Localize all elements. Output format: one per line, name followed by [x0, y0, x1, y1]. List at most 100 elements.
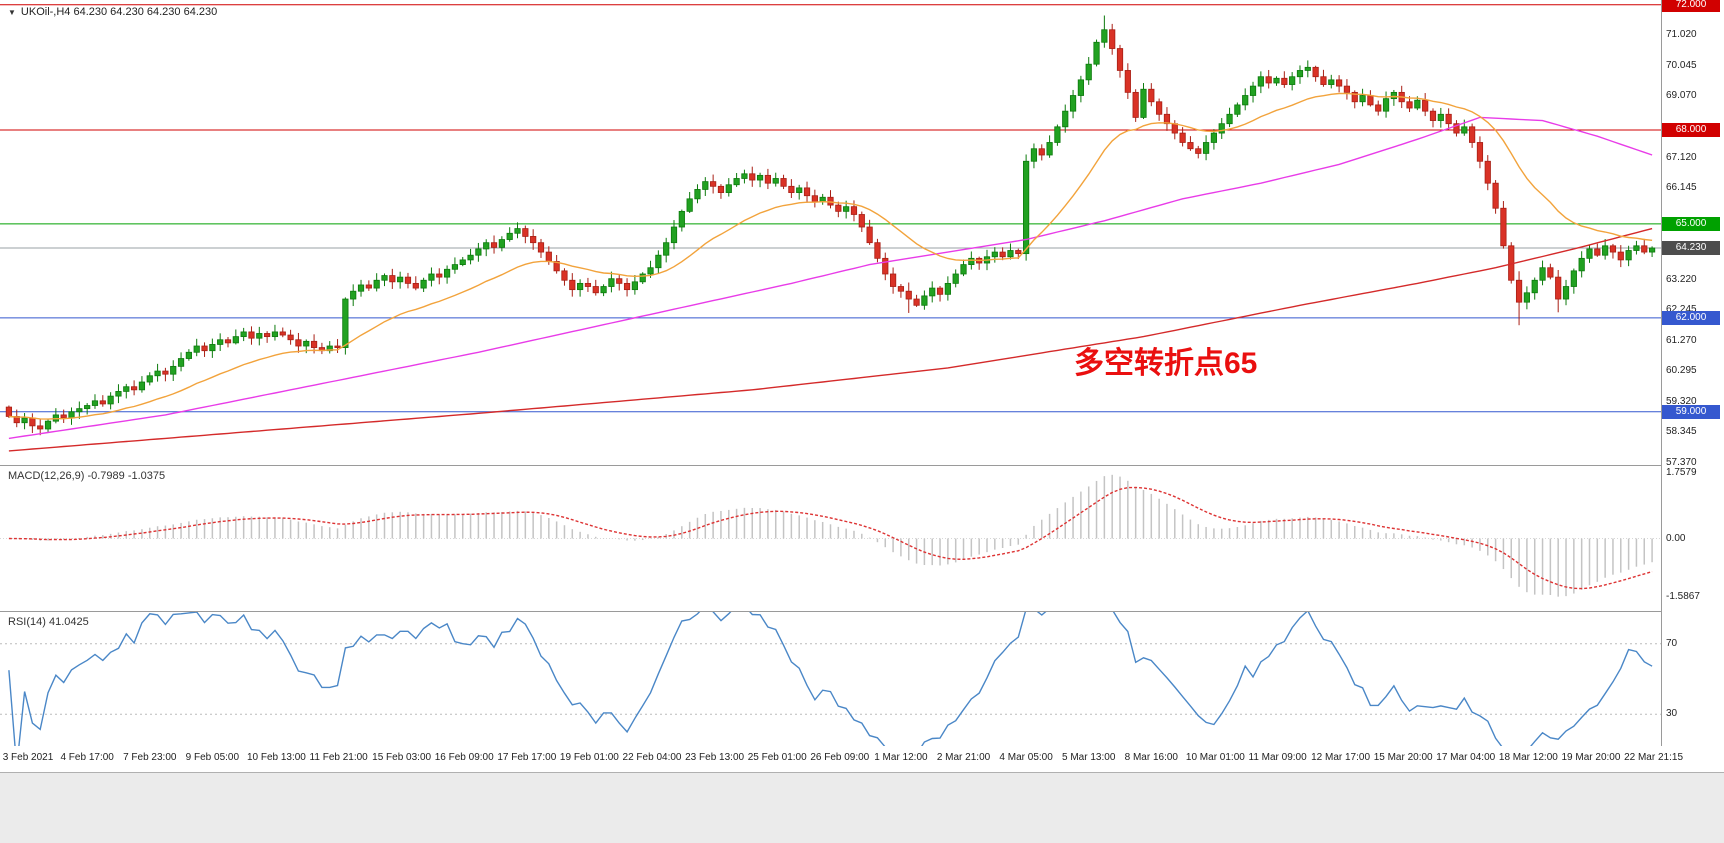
macd-indicator-label: MACD(12,26,9) -0.7989 -1.0375 — [8, 470, 166, 482]
symbol-ohlc-text: UKOil-,H4 64.230 64.230 64.230 64.230 — [20, 6, 218, 18]
candle-body — [1234, 104, 1241, 115]
pane-separator[interactable] — [0, 611, 1724, 612]
time-axis[interactable]: 3 Feb 2021 4 Feb 17:00 7 Feb 23:00 9 Feb 05… — [0, 746, 1724, 772]
price-level-badge: 65.000 — [1662, 216, 1720, 231]
time-label: 4 Mar 05:00 — [999, 752, 1053, 763]
candle-body — [678, 210, 685, 228]
price-axis-label: 60.295 — [1666, 365, 1697, 377]
candle-body — [1445, 113, 1452, 125]
candle-body — [99, 400, 106, 405]
candle-body — [717, 185, 725, 193]
candle-body — [600, 286, 607, 294]
candle-body — [1062, 110, 1069, 128]
candle-body — [1046, 142, 1053, 156]
candle-body — [201, 345, 208, 352]
candle-body — [334, 345, 341, 348]
candle-body — [702, 181, 709, 190]
candle-body — [193, 345, 200, 353]
time-label: 16 Feb 09:00 — [434, 752, 494, 763]
candle-body — [756, 174, 764, 181]
time-label: 5 Mar 13:00 — [1062, 752, 1116, 763]
candle-body — [623, 282, 631, 291]
time-label: 9 Feb 05:00 — [185, 752, 240, 763]
candle-body — [459, 259, 466, 265]
candle-body — [1578, 257, 1585, 272]
price-axis-label: 71.020 — [1666, 29, 1697, 41]
candle-body — [1625, 250, 1632, 261]
candle-body — [1484, 160, 1491, 184]
candle-body — [1547, 267, 1554, 278]
candle-body — [944, 282, 951, 295]
candle-body — [177, 358, 185, 367]
candle-body — [91, 400, 99, 406]
candle-body — [1500, 207, 1507, 247]
candle-body — [694, 189, 701, 200]
price-axis-label: 70.045 — [1666, 59, 1697, 71]
price-level-badge: 62.000 — [1662, 310, 1720, 325]
candle-body — [803, 187, 811, 197]
macd-pane[interactable] — [0, 466, 1661, 611]
candle-body — [1539, 267, 1546, 281]
candle-body — [1429, 110, 1437, 121]
candle-body — [522, 228, 529, 237]
price-chart[interactable] — [0, 0, 1661, 465]
candle-body — [592, 286, 599, 294]
candle-body — [710, 181, 717, 187]
candle-body — [741, 173, 748, 179]
pane-separator[interactable] — [0, 465, 1724, 466]
candle-body — [37, 425, 44, 430]
candle-body — [1195, 148, 1202, 154]
candle-body — [1312, 66, 1319, 78]
candle-body — [1140, 88, 1147, 118]
candle-body — [1531, 279, 1538, 294]
candle-body — [655, 254, 662, 269]
candle-body — [1265, 76, 1272, 84]
price-axis-label: 58.345 — [1666, 426, 1697, 438]
candle-body — [1367, 95, 1374, 106]
candle-body — [1602, 245, 1609, 256]
candle-body — [905, 290, 912, 300]
candle-body — [1249, 85, 1257, 96]
candle-body — [889, 273, 897, 287]
candle-body — [115, 391, 122, 397]
candle-body — [209, 344, 216, 352]
candle-body — [1648, 247, 1656, 253]
candle-body — [287, 334, 294, 341]
time-label: 4 Feb 17:00 — [60, 752, 114, 763]
candle-body — [1054, 126, 1061, 143]
symbol-timeframe-header: ▼ UKOil-,H4 64.230 64.230 64.230 64.230 — [8, 6, 217, 18]
candle-body — [1179, 132, 1186, 143]
candle-body — [475, 248, 482, 256]
rsi-pane[interactable] — [0, 612, 1661, 746]
candle-body — [647, 267, 654, 275]
candle-body — [483, 242, 490, 250]
candle-body — [1101, 29, 1108, 43]
time-label: 26 Feb 09:00 — [810, 752, 870, 763]
candle-body — [1476, 142, 1484, 162]
time-label: 17 Mar 04:00 — [1436, 752, 1496, 763]
candle-body — [1390, 91, 1397, 100]
candle-body — [1163, 113, 1171, 125]
candle-body — [639, 273, 646, 283]
price-axis-label: 63.220 — [1666, 273, 1697, 285]
rsi-indicator-label: RSI(14) 41.0425 — [8, 616, 89, 628]
candle-body — [5, 406, 13, 417]
chart-annotation: 多空转折点65 — [1074, 347, 1258, 380]
candle-body — [1336, 79, 1343, 87]
candle-body — [866, 226, 873, 244]
candle-body — [1453, 123, 1460, 134]
candle-body — [1461, 126, 1468, 134]
price-axis-label: 61.270 — [1666, 334, 1697, 346]
price-axis-label: 57.370 — [1666, 456, 1697, 468]
candle-body — [1171, 123, 1178, 134]
symbol-dropdown-icon[interactable]: ▼ — [8, 7, 16, 17]
candle-body — [326, 345, 333, 352]
candle-body — [553, 261, 560, 272]
price-level-badge: 68.000 — [1662, 122, 1720, 137]
candle-body — [1148, 88, 1155, 103]
candle-body — [436, 273, 443, 278]
price-level-badge: 72.000 — [1662, 0, 1720, 12]
candle-body — [1414, 99, 1421, 109]
candle-body — [1281, 77, 1288, 85]
price-axis[interactable]: 71.020 70.045 69.070 67.120 66.145 63.220 62.2… — [1662, 0, 1724, 746]
